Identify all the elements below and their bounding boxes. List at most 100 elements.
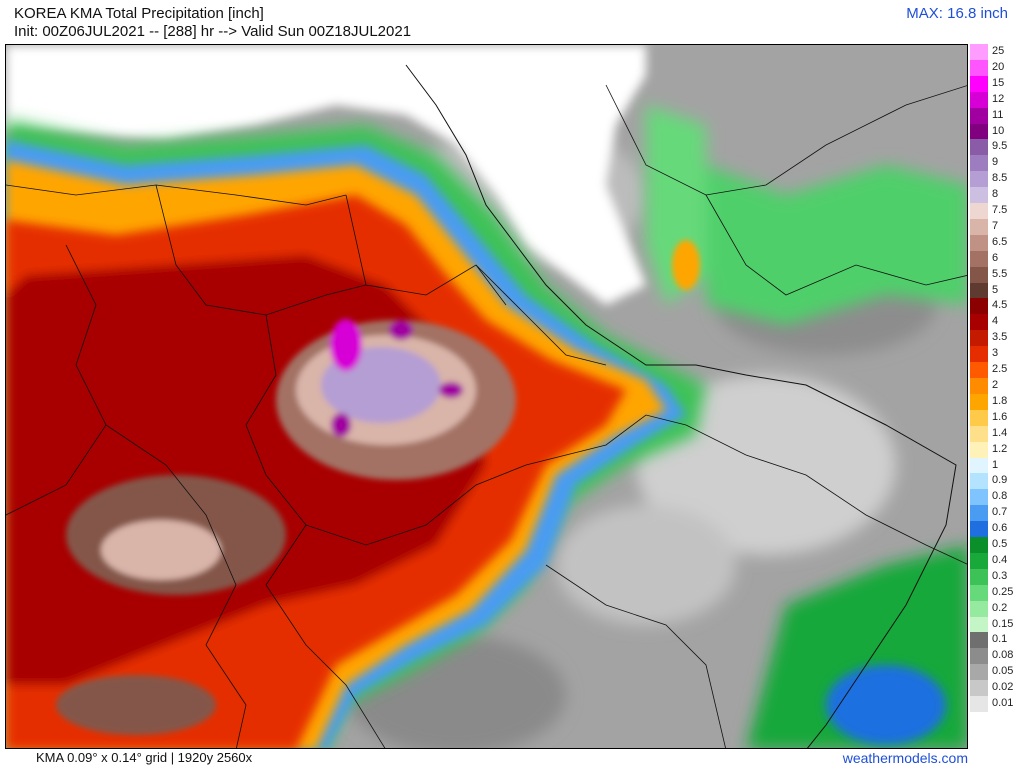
legend-item: 5.5 — [970, 266, 1024, 283]
legend-swatch — [970, 409, 988, 426]
legend-swatch — [970, 203, 988, 219]
legend-label: 3 — [992, 347, 999, 360]
legend-swatch — [970, 282, 988, 299]
legend-swatch — [970, 425, 988, 442]
header: KOREA KMA Total Precipitation [inch] Ini… — [0, 0, 1024, 44]
legend-swatch — [970, 393, 988, 410]
legend-item: 1.2 — [970, 441, 1024, 458]
map-title: KOREA KMA Total Precipitation [inch] — [14, 5, 264, 22]
legend-swatch — [970, 234, 988, 251]
legend-item: 12 — [970, 91, 1024, 108]
legend-item: 1.8 — [970, 393, 1024, 410]
legend-swatch — [970, 696, 988, 712]
site-credit-link[interactable]: weathermodels.com — [842, 750, 968, 766]
legend-label: 0.9 — [992, 474, 1008, 487]
legend-swatch — [970, 441, 988, 458]
legend-item: 6.5 — [970, 234, 1024, 251]
legend-swatch — [970, 346, 988, 363]
legend-swatch — [970, 584, 988, 601]
legend-swatch — [970, 107, 988, 124]
legend-label: 1.6 — [992, 410, 1008, 423]
legend-swatch — [970, 171, 988, 188]
no-rain-region — [6, 45, 646, 305]
legend-label: 0.8 — [992, 490, 1008, 503]
legend-swatch — [970, 218, 988, 235]
legend-label: 0.01 — [992, 697, 1014, 710]
legend-label: 0.1 — [992, 633, 1008, 646]
legend-swatch — [970, 123, 988, 140]
legend-label: 8.5 — [992, 172, 1008, 185]
legend-label: 9 — [992, 156, 999, 169]
legend-label: 5 — [992, 283, 999, 296]
legend-item: 1 — [970, 457, 1024, 474]
legend-label: 12 — [992, 92, 1005, 105]
precipitation-map[interactable] — [5, 44, 968, 749]
legend-swatch — [970, 266, 988, 283]
legend-label: 5.5 — [992, 267, 1008, 280]
legend-swatch — [970, 632, 988, 649]
legend-swatch — [970, 568, 988, 585]
legend-swatch — [970, 521, 988, 538]
extreme-rain-area — [56, 319, 516, 735]
legend-item: 0.8 — [970, 489, 1024, 506]
legend-label: 0.15 — [992, 617, 1014, 630]
legend-label: 7.5 — [992, 204, 1008, 217]
legend-item: 25 — [970, 44, 1024, 60]
map-canvas — [6, 45, 967, 748]
legend-label: 7 — [992, 219, 999, 232]
legend-swatch — [970, 155, 988, 172]
legend-label: 2.5 — [992, 363, 1008, 376]
legend-swatch — [970, 330, 988, 347]
legend-swatch — [970, 59, 988, 76]
legend-item: 6 — [970, 250, 1024, 267]
legend-item: 0.05 — [970, 664, 1024, 681]
legend-swatch — [970, 616, 988, 633]
legend-swatch — [970, 44, 988, 60]
legend-swatch — [970, 664, 988, 681]
legend-item: 2.5 — [970, 362, 1024, 378]
legend-label: 1.8 — [992, 394, 1008, 407]
legend-label: 2 — [992, 379, 999, 391]
legend-label: 10 — [992, 124, 1005, 137]
legend-item: 0.02 — [970, 680, 1024, 697]
legend-swatch — [970, 648, 988, 665]
legend-item: 4.5 — [970, 298, 1024, 315]
legend-item: 0.7 — [970, 505, 1024, 522]
legend-item: 1.4 — [970, 425, 1024, 442]
coastal-rain-blob — [672, 240, 700, 290]
legend-item: 0.3 — [970, 568, 1024, 585]
legend-label: 1.4 — [992, 426, 1008, 439]
max-value-label: MAX: 16.8 inch — [906, 5, 1008, 22]
legend-swatch — [970, 680, 988, 697]
legend-item: 9 — [970, 155, 1024, 172]
legend-item: 8.5 — [970, 171, 1024, 188]
legend-swatch — [970, 600, 988, 617]
legend-label: 0.25 — [992, 585, 1014, 598]
footer: KMA 0.09° x 0.14° grid | 1920y 2560x wea… — [0, 748, 1024, 768]
legend-swatch — [970, 250, 988, 267]
legend-item: 0.9 — [970, 473, 1024, 490]
legend-swatch — [970, 91, 988, 108]
legend-swatch — [970, 552, 988, 569]
legend-swatch — [970, 473, 988, 490]
legend-swatch — [970, 187, 988, 204]
legend-label: 1 — [992, 458, 999, 471]
legend-label: 1.2 — [992, 442, 1008, 455]
legend-item: 4 — [970, 314, 1024, 331]
legend-label: 0.3 — [992, 569, 1008, 582]
legend-label: 6 — [992, 251, 999, 264]
grid-info: KMA 0.09° x 0.14° grid | 1920y 2560x — [36, 750, 253, 765]
legend-item: 0.01 — [970, 696, 1024, 712]
legend-swatch — [970, 537, 988, 553]
legend-label: 8 — [992, 188, 999, 201]
legend-item: 11 — [970, 107, 1024, 124]
legend-label: 0.08 — [992, 649, 1014, 662]
legend-swatch — [970, 505, 988, 522]
legend-label: 0.2 — [992, 601, 1008, 614]
legend-label: 25 — [992, 45, 1005, 57]
legend-item: 7.5 — [970, 203, 1024, 219]
color-scale-legend: 25 20 15 12 11 10 9.5 9 8.5 8 7.5 7 6.5 6 5.5 5 4.5 4 3.5 3… — [970, 44, 1024, 712]
legend-label: 4 — [992, 315, 999, 328]
legend-item: 9.5 — [970, 139, 1024, 156]
legend-label: 11 — [992, 108, 1004, 121]
